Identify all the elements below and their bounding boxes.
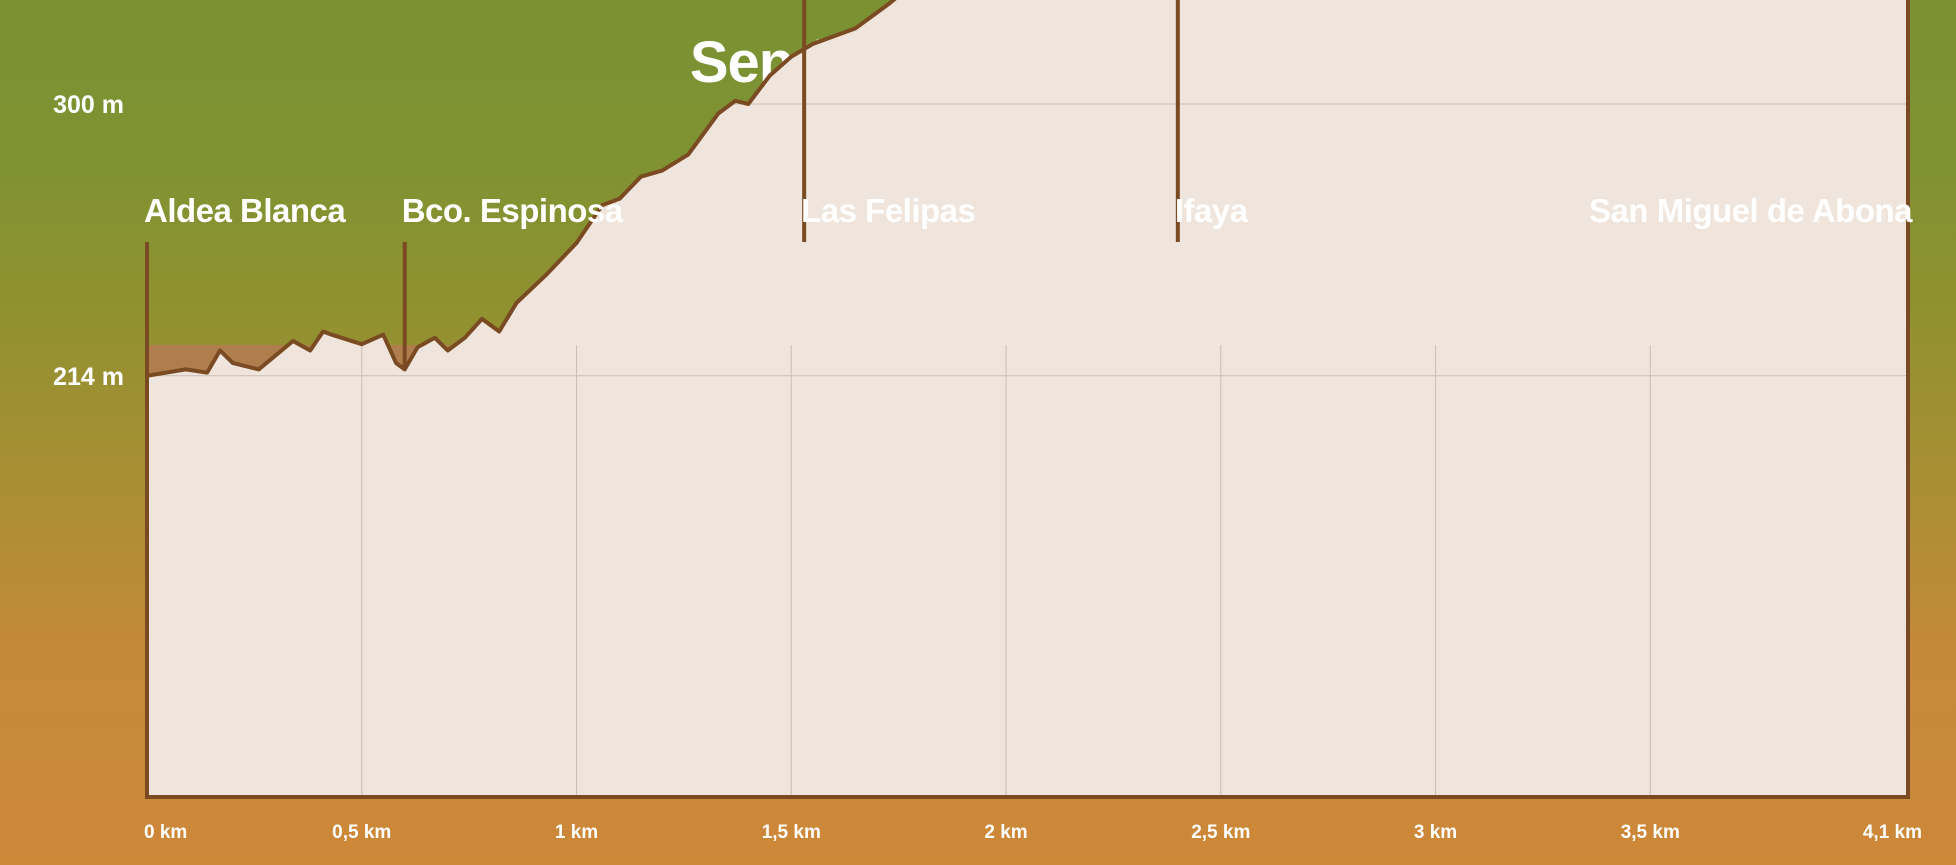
x-tick-label: 3,5 km (1621, 822, 1680, 843)
elevation-area (147, 0, 1908, 797)
x-axis-ticks: 0 km 0,5 km 1 km 1,5 km 2 km 2,5 km 3 km 3,5 km… (144, 822, 1922, 843)
x-tick-label: 2,5 km (1191, 822, 1250, 843)
elevation-line (146, 0, 897, 378)
waypoint-markers: Aldea Blanca Bco. Espinosa Las Felipas Ifay… (144, 0, 1914, 376)
waypoint-label: San Miguel de Abona (1589, 192, 1913, 229)
x-tick-label: 3 km (1414, 822, 1457, 843)
x-tick-label: 2 km (984, 822, 1027, 843)
y-tick-label: 214 m (53, 363, 124, 391)
x-tick-label: 1 km (555, 822, 598, 843)
waypoint-label: Ifaya (1175, 192, 1249, 229)
grid (147, 103, 1908, 797)
x-tick-label: 0,5 km (332, 822, 391, 843)
x-tick-label: 4,1 km (1863, 822, 1922, 843)
y-tick-label: 300 m (53, 91, 124, 119)
waypoint-label: Aldea Blanca (144, 192, 346, 229)
x-tick-label: 1,5 km (762, 822, 821, 843)
waypoint-label: Las Felipas (801, 192, 975, 229)
waypoint-label: Bco. Espinosa (402, 192, 624, 229)
x-tick-label: 0 km (144, 822, 187, 843)
